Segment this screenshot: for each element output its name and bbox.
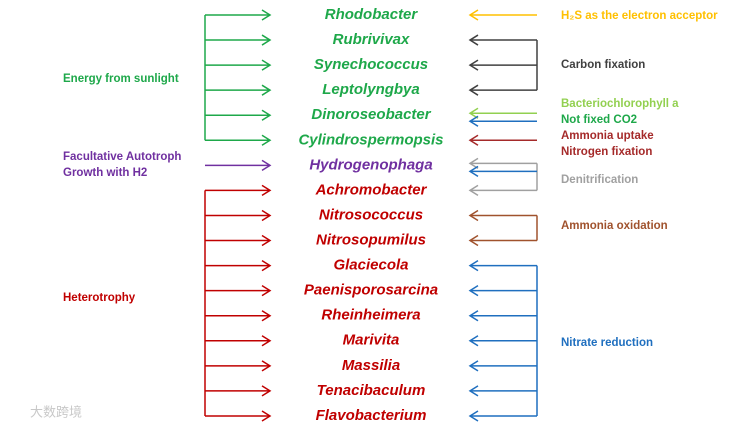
label: Nitrogen fixation (561, 146, 652, 158)
arrowhead (261, 134, 272, 146)
arrowhead (468, 385, 479, 397)
arrowhead (261, 259, 272, 272)
arrowhead (468, 360, 479, 372)
label: Carbon fixation (561, 59, 645, 71)
arrowhead (468, 285, 479, 297)
label: Energy from sunlight (63, 73, 179, 85)
label: Ammonia oxidation (561, 220, 668, 232)
arrowhead (468, 107, 479, 119)
watermark: 大数跨境 (30, 404, 82, 419)
arrowhead (261, 109, 272, 121)
organism: Hydrogenophaga (309, 156, 432, 173)
organism: Rhodobacter (325, 6, 419, 23)
organism: Tenacibaculum (317, 382, 426, 399)
arrowhead (261, 84, 272, 96)
label: Ammonia uptake (561, 130, 654, 142)
label: H₂S as the electron acceptor (561, 10, 718, 22)
organism: Leptolyngbya (322, 81, 420, 98)
label: Not fixed CO2 (561, 114, 637, 126)
arrowhead (261, 184, 272, 197)
arrowhead (261, 310, 272, 322)
organism: Massilia (342, 357, 400, 374)
arrowhead (261, 360, 272, 372)
arrowhead (261, 9, 272, 21)
arrowhead (468, 410, 479, 422)
arrowhead (468, 9, 479, 21)
organism: Rubrivivax (333, 31, 410, 48)
organism: Marivita (343, 332, 400, 349)
label: Denitrification (561, 174, 638, 186)
arrowhead (261, 385, 272, 397)
label: Growth with H2 (63, 167, 147, 179)
arrowhead (468, 34, 479, 46)
label: Bacteriochlorophyll a (561, 98, 679, 110)
arrowhead (261, 285, 272, 297)
organism: Synechococcus (314, 56, 428, 73)
arrowhead (468, 157, 479, 169)
arrowhead (468, 209, 479, 222)
label: Nitrate reduction (561, 337, 653, 349)
arrowhead (261, 234, 272, 247)
organism: Dinoroseobacter (311, 106, 431, 123)
arrowhead (468, 84, 479, 96)
label: Heterotrophy (63, 292, 136, 304)
arrowhead (468, 59, 479, 71)
arrowhead (468, 234, 479, 247)
arrowhead (261, 34, 272, 46)
organism: Nitrosococcus (319, 206, 423, 223)
arrowhead (468, 134, 479, 146)
organism: Cylindrospermopsis (298, 131, 443, 148)
organism: Rheinheimera (321, 307, 420, 324)
arrowhead (261, 410, 272, 422)
organism: Achromobacter (315, 181, 428, 198)
organism: Flavobacterium (316, 407, 427, 424)
arrowhead (468, 259, 479, 272)
arrowhead (468, 165, 479, 177)
arrowhead (468, 184, 479, 197)
arrowhead (468, 310, 479, 322)
label: Facultative Autotroph (63, 151, 181, 163)
arrowhead (261, 159, 272, 171)
arrowhead (261, 209, 272, 222)
arrowhead (468, 335, 479, 347)
organism: Paenisporosarcina (304, 282, 438, 299)
organism: Glaciecola (333, 257, 408, 274)
arrowhead (261, 59, 272, 71)
arrowhead (261, 335, 272, 347)
arrowhead (468, 115, 479, 127)
organism: Nitrosopumilus (316, 232, 426, 249)
